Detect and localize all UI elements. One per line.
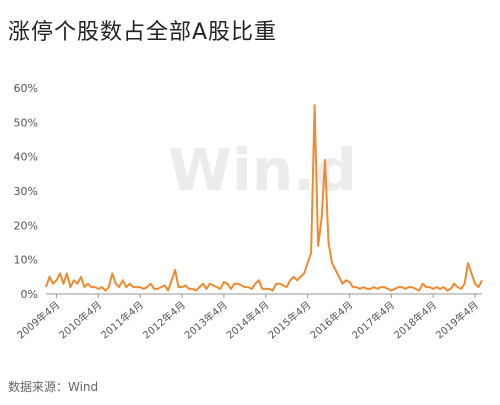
- x-tick-label: 2009年4月: [14, 298, 62, 341]
- y-tick-label: 60%: [14, 82, 38, 95]
- x-tick-label: 2019年4月: [433, 298, 481, 341]
- y-tick-label: 30%: [14, 185, 38, 198]
- y-tick-label: 0%: [21, 288, 38, 301]
- x-tick-label: 2011年4月: [98, 298, 146, 341]
- y-tick-label: 20%: [14, 219, 38, 232]
- x-tick-label: 2017年4月: [349, 298, 397, 341]
- y-axis: 0% 10% 20% 30% 40% 50% 60%: [14, 82, 38, 301]
- x-tick-label: 2018年4月: [391, 298, 439, 341]
- y-tick-label: 50%: [14, 116, 38, 129]
- source-note: 数据来源：Wind: [8, 380, 99, 394]
- x-tick-label: 2016年4月: [307, 298, 355, 341]
- y-tick-label: 40%: [14, 151, 38, 164]
- x-tick-label: 2013年4月: [182, 298, 230, 341]
- x-tick-label: 2010年4月: [56, 298, 104, 341]
- x-tick-label: 2014年4月: [224, 298, 272, 341]
- chart-title: 涨停个股数占全部A股比重: [8, 20, 278, 45]
- y-tick-label: 10%: [14, 254, 38, 267]
- watermark: Win.d: [168, 136, 357, 204]
- watermark-text: Win.d: [168, 136, 357, 204]
- x-tick-label: 2012年4月: [140, 298, 188, 341]
- series-line: [45, 104, 483, 292]
- x-axis: 2009年4月2010年4月2011年4月2012年4月2013年4月2014年…: [14, 293, 482, 342]
- x-tick-label: 2015年4月: [265, 298, 313, 341]
- series-layer: [45, 104, 483, 292]
